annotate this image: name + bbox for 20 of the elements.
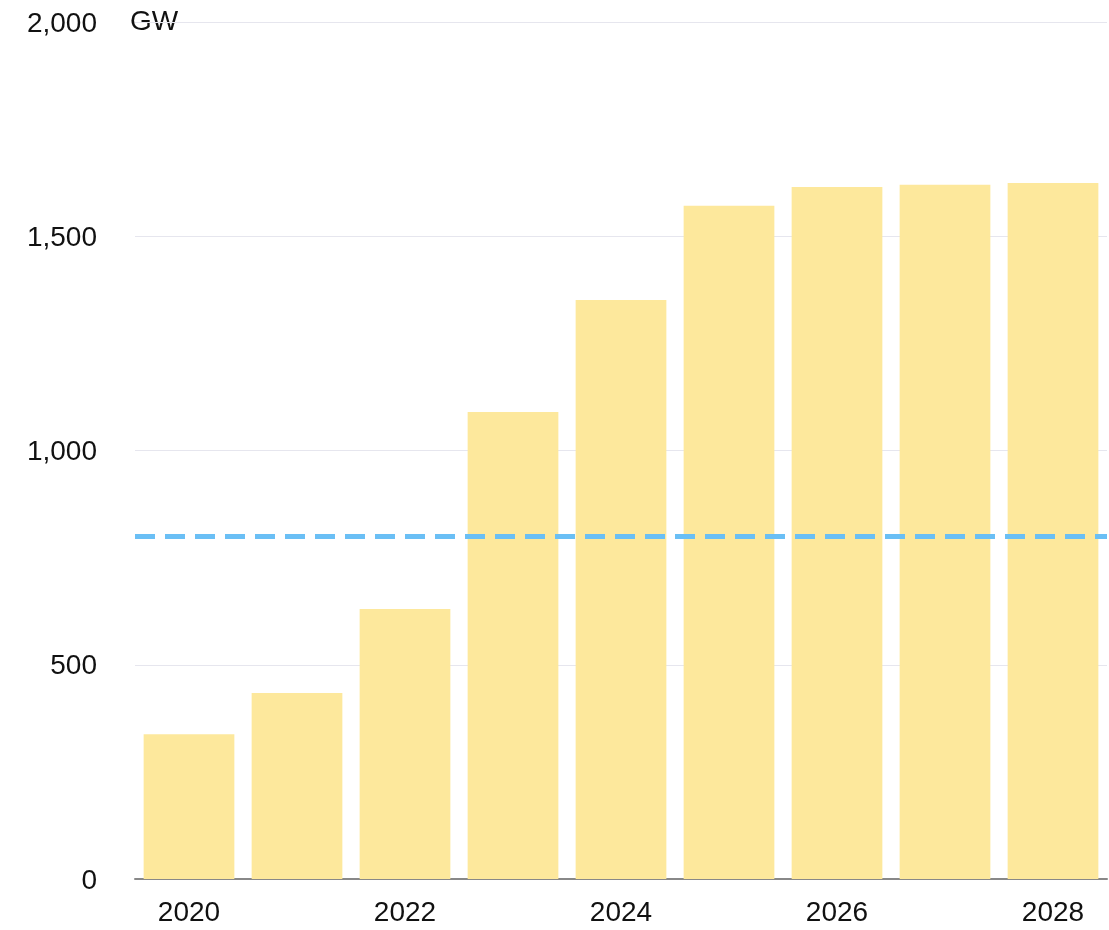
bar — [683, 205, 775, 879]
y-tick-label: 1,000 — [26, 435, 97, 466]
bar — [467, 411, 559, 879]
bar — [251, 693, 343, 879]
x-tick-label: 2024 — [589, 895, 653, 927]
bar — [143, 734, 235, 879]
bar — [899, 184, 991, 879]
bar — [1007, 183, 1099, 879]
y-tick-label: 0 — [81, 863, 97, 895]
bar — [575, 300, 667, 879]
y-axis-title: GW — [130, 4, 179, 36]
y-tick-label: 2,000 — [26, 6, 97, 38]
x-tick-label: 2028 — [1021, 895, 1085, 927]
x-tick-label: 2020 — [157, 895, 221, 927]
x-tick-label: 2022 — [373, 895, 437, 927]
bar — [359, 609, 451, 879]
y-tick-label: 500 — [50, 649, 97, 681]
bar — [791, 186, 883, 879]
y-tick-label: 1,500 — [26, 220, 97, 252]
x-tick-label: 2026 — [805, 895, 869, 927]
